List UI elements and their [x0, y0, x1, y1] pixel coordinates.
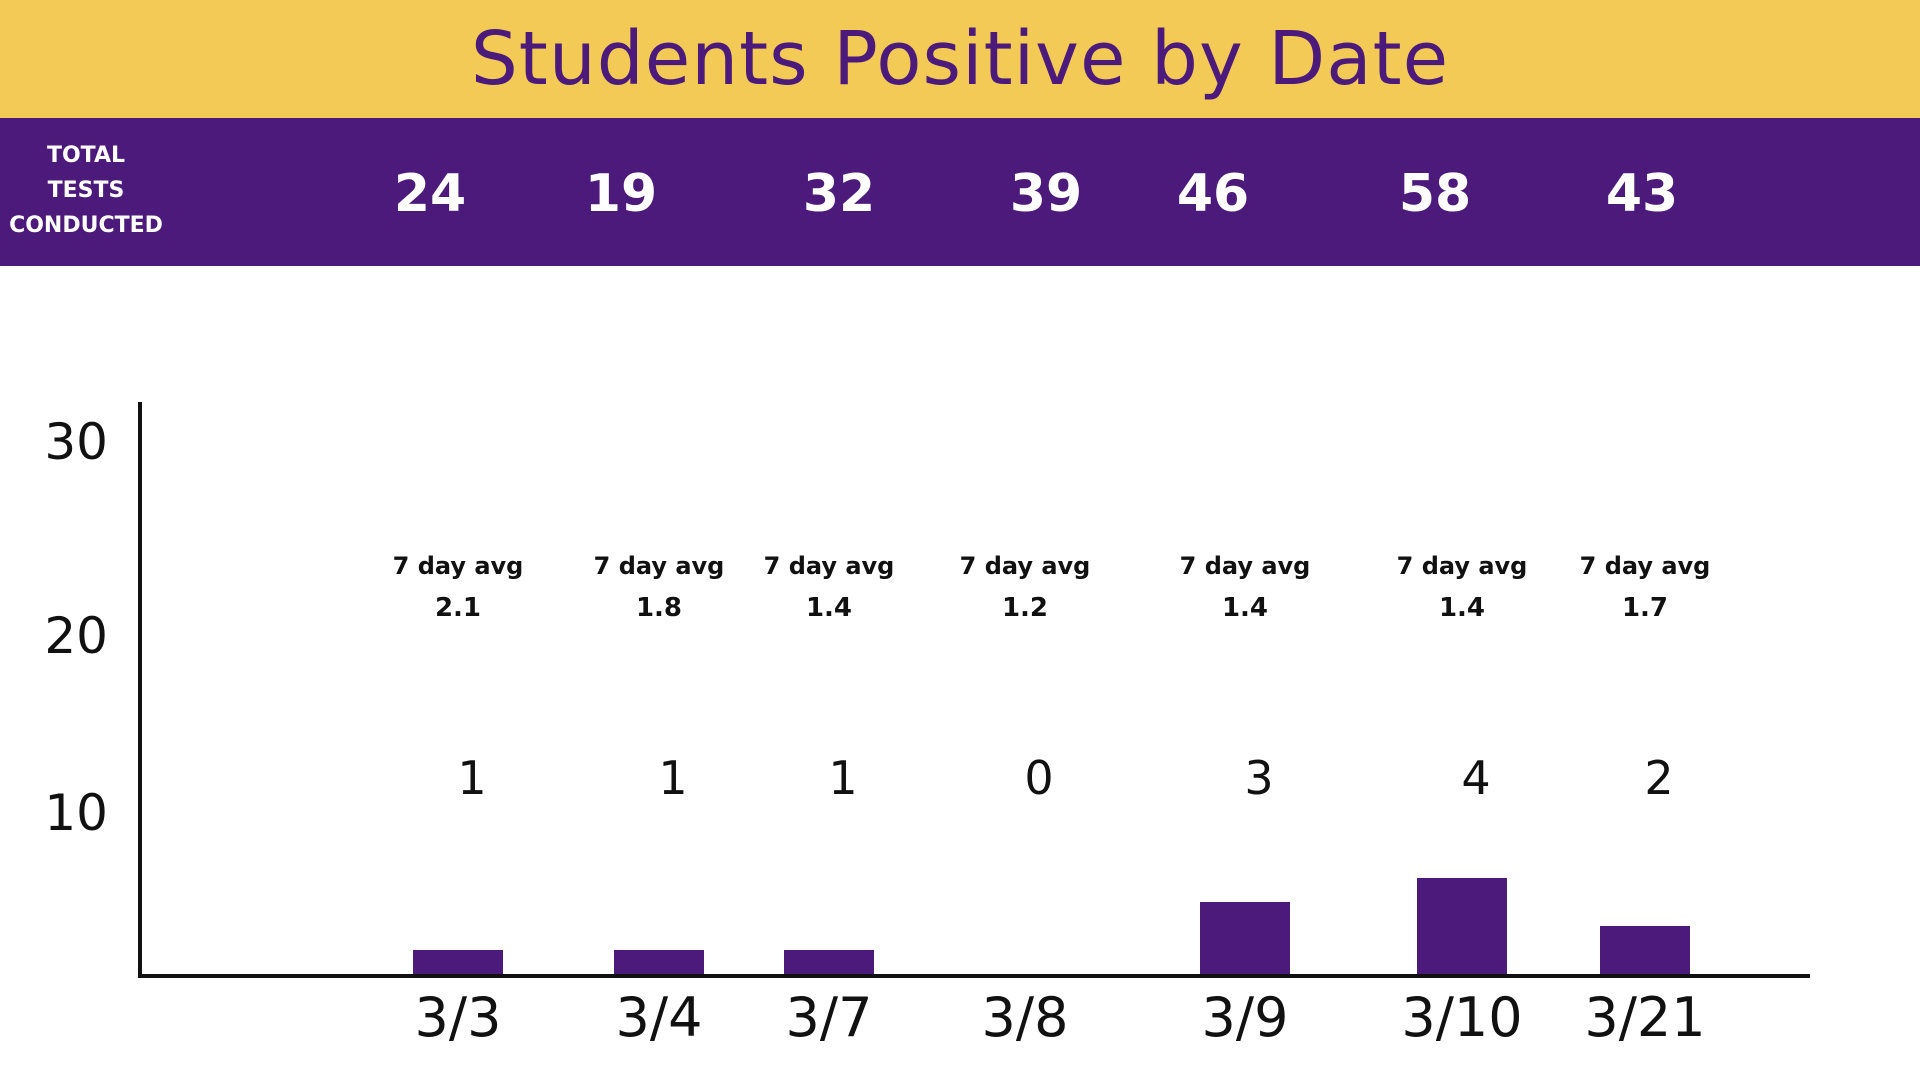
total-tests-label-line: TOTAL: [46, 143, 126, 168]
y-tick-label: 20: [44, 607, 108, 665]
bar-value-label: 1: [658, 751, 687, 805]
total-tests-label-line: CONDUCTED: [9, 213, 163, 238]
bar-value-label: 1: [457, 751, 486, 805]
total-tests-value: 43: [1605, 164, 1679, 224]
total-tests-value: 19: [584, 164, 658, 224]
total-tests-value: 46: [1176, 164, 1250, 224]
avg-caption: 7 day avg: [960, 552, 1091, 580]
x-tick-label: 3/21: [1584, 986, 1705, 1049]
avg-caption: 7 day avg: [1397, 552, 1528, 580]
total-tests-values: 24 19 32 39 46 58 43: [0, 118, 1920, 266]
y-tick-label: 30: [44, 413, 108, 471]
avg-caption: 7 day avg: [1580, 552, 1711, 580]
x-tick-label: 3/8: [982, 986, 1069, 1049]
total-tests-band: TOTAL TESTS CONDUCTED 24 19 32 39 46 58 …: [0, 118, 1920, 266]
bar-value-label: 1: [828, 751, 857, 805]
avg-value: 1.4: [806, 593, 852, 623]
bar-value-label: 0: [1024, 751, 1053, 805]
title-band: Students Positive by Date: [0, 0, 1920, 118]
avg-caption: 7 day avg: [594, 552, 725, 580]
avg-caption: 7 day avg: [393, 552, 524, 580]
avg-value: 1.4: [1222, 593, 1268, 623]
total-tests-label-line: TESTS: [47, 178, 125, 203]
bar-3-4: [614, 950, 704, 974]
bar-3-10: [1417, 878, 1507, 974]
total-tests-value: 58: [1398, 164, 1472, 224]
bar-value-label: 2: [1644, 751, 1673, 805]
bar-3-21: [1600, 926, 1690, 974]
chart-title: Students Positive by Date: [470, 16, 1450, 102]
bar-3-7: [784, 950, 874, 974]
x-tick-label: 3/4: [616, 986, 703, 1049]
x-tick-label: 3/7: [786, 986, 873, 1049]
avg-value: 1.4: [1439, 593, 1485, 623]
total-tests-value: 39: [1009, 164, 1083, 224]
x-tick-label: 3/10: [1401, 986, 1522, 1049]
total-tests-value: 32: [802, 164, 876, 224]
x-tick-label: 3/3: [415, 986, 502, 1049]
bar-value-label: 4: [1461, 751, 1490, 805]
bar-3-9: [1200, 902, 1290, 974]
total-tests-label: TOTAL TESTS CONDUCTED: [0, 138, 172, 243]
avg-value: 1.8: [636, 593, 682, 623]
avg-value: 1.7: [1622, 593, 1668, 623]
bar-value-label: 3: [1244, 751, 1273, 805]
total-tests-value: 24: [393, 164, 467, 224]
avg-caption: 7 day avg: [764, 552, 895, 580]
x-tick-label: 3/9: [1202, 986, 1289, 1049]
avg-caption: 7 day avg: [1180, 552, 1311, 580]
avg-value: 2.1: [435, 593, 481, 623]
avg-value: 1.2: [1002, 593, 1048, 623]
y-tick-label: 10: [44, 784, 108, 842]
bar-3-3: [413, 950, 503, 974]
